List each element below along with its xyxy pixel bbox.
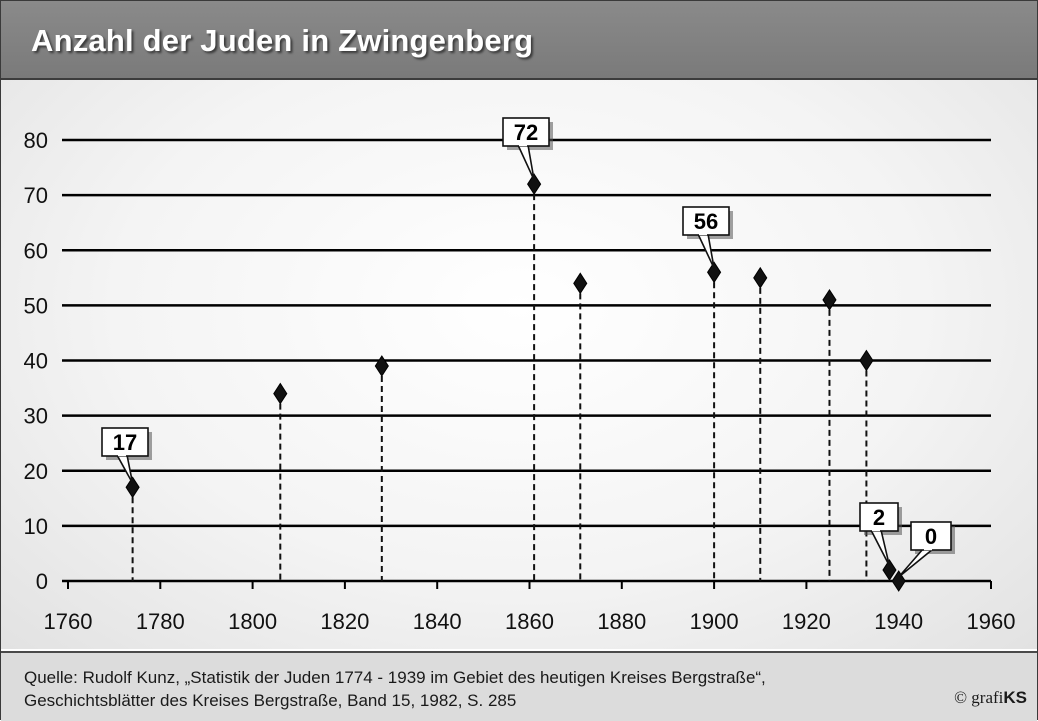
y-tick-label-60: 60 <box>24 238 48 263</box>
x-tick-label-1960: 1960 <box>967 609 1016 634</box>
data-point-1910 <box>753 266 768 289</box>
callout-pointer <box>516 144 535 181</box>
data-label-17: 17 <box>113 430 137 455</box>
source-line-2: Geschichtsblätter des Kreises Bergstraße… <box>24 691 517 710</box>
source-line-1: Quelle: Rudolf Kunz, „Statistik der Jude… <box>24 668 766 687</box>
callout-56: 56 <box>682 206 733 269</box>
callout-72: 72 <box>502 117 553 181</box>
dropline-layer <box>131 184 891 581</box>
y-tick-label-20: 20 <box>24 459 48 484</box>
x-tick-label-1820: 1820 <box>320 609 369 634</box>
callout-0: 0 <box>898 521 955 578</box>
marker-layer <box>125 173 906 592</box>
data-point-1933 <box>859 349 874 372</box>
data-point-1861 <box>527 173 542 196</box>
data-point-1938 <box>882 559 897 581</box>
data-label-0: 0 <box>925 524 937 549</box>
x-tick-label-1900: 1900 <box>690 609 739 634</box>
x-tick-label-1860: 1860 <box>505 609 554 634</box>
data-point-1806 <box>273 382 288 405</box>
x-tick-label-1780: 1780 <box>136 609 185 634</box>
callout-box <box>502 117 550 147</box>
plot-area: 17 72 56 2 0 0 10 20 30 40 50 60 70 80 1760 1780 1800 18… <box>1 80 1037 649</box>
data-label-56: 56 <box>694 209 718 234</box>
brand-name-b: KS <box>1003 688 1027 707</box>
x-tick-label-1880: 1880 <box>597 609 646 634</box>
y-tick-label-40: 40 <box>24 349 48 374</box>
callout-layer: 17 72 56 2 0 <box>101 117 955 578</box>
title-bar: Anzahl der Juden in Zwingenberg <box>1 1 1037 80</box>
callout-box <box>859 502 899 532</box>
x-tick-label-1840: 1840 <box>413 609 462 634</box>
data-point-1925 <box>822 288 837 311</box>
copyright-symbol: © <box>954 688 968 707</box>
data-point-1900 <box>707 261 722 284</box>
data-point-1871 <box>573 272 588 295</box>
y-tick-label-30: 30 <box>24 404 48 429</box>
data-label-2: 2 <box>873 505 885 530</box>
brand-name-a: grafi <box>971 688 1004 707</box>
grid-layer <box>62 138 992 589</box>
y-tick-label-70: 70 <box>24 183 48 208</box>
y-tick-label-0: 0 <box>36 569 48 594</box>
copyright-mark: © grafiKS <box>954 688 1027 708</box>
x-tick-label-1760: 1760 <box>44 609 93 634</box>
x-tick-label-1920: 1920 <box>782 609 831 634</box>
data-point-1940 <box>891 570 906 592</box>
x-tick-label-1800: 1800 <box>228 609 277 634</box>
data-point-1828 <box>374 355 389 377</box>
callout-17: 17 <box>101 427 152 484</box>
data-point-1774 <box>125 476 140 499</box>
callout-box <box>101 427 149 457</box>
y-tick-label-80: 80 <box>24 128 48 153</box>
y-tick-label-10: 10 <box>24 514 48 539</box>
callout-pointer <box>869 529 891 567</box>
callout-2: 2 <box>859 502 902 567</box>
data-label-72: 72 <box>514 120 538 145</box>
y-tick-label-50: 50 <box>24 293 48 318</box>
x-tick-label-1940: 1940 <box>874 609 923 634</box>
source-footer: Quelle: Rudolf Kunz, „Statistik der Jude… <box>1 651 1037 721</box>
callout-box <box>682 206 730 236</box>
chart-title: Anzahl der Juden in Zwingenberg <box>31 23 534 58</box>
